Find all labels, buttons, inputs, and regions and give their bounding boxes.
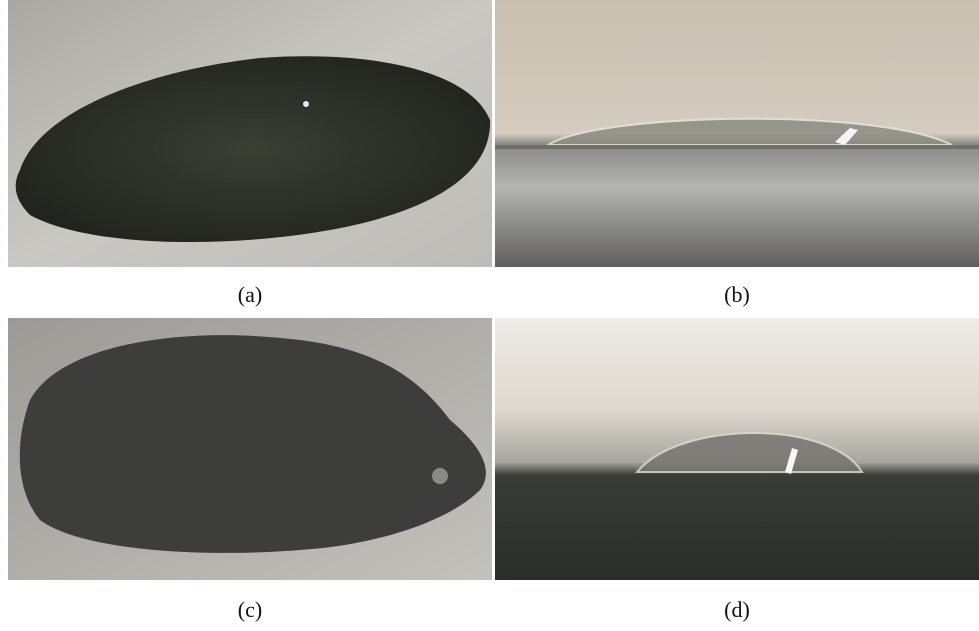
droplet xyxy=(432,468,448,484)
caption: (d) xyxy=(724,597,750,622)
panel-c xyxy=(8,318,492,580)
panel-b xyxy=(495,0,979,267)
highlight xyxy=(303,101,309,107)
page: {"figure": {"panels": [{"caption": "(a)"… xyxy=(0,0,979,631)
panel-d xyxy=(495,318,979,580)
figure: (a) (b) (c) (d) xyxy=(0,0,979,631)
panel-a xyxy=(8,0,492,267)
edge xyxy=(495,145,979,149)
caption: (b) xyxy=(724,282,750,307)
caption: (a) xyxy=(238,282,262,307)
caption: (c) xyxy=(238,597,262,622)
